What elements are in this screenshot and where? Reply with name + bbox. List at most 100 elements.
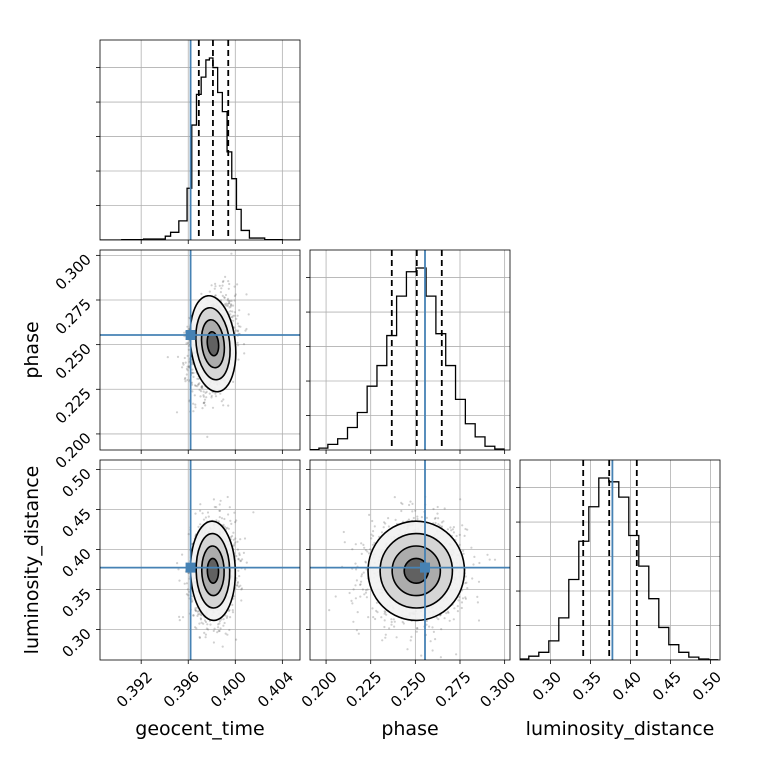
contour-1 (379, 532, 454, 609)
scatter-point (365, 589, 368, 592)
scatter-point (236, 322, 239, 325)
scatter-point (247, 313, 250, 316)
scatter-point (433, 517, 436, 520)
scatter-point (380, 616, 383, 619)
x-tick-label-geocent_time: 0.396 (160, 668, 203, 711)
y-tick-label-phase: 0.275 (52, 295, 95, 338)
scatter-point (195, 627, 198, 630)
scatter-point (212, 629, 215, 633)
scatter-point (201, 407, 204, 410)
contour-3 (206, 557, 220, 584)
contour-3 (206, 330, 220, 357)
scatter-point (437, 523, 440, 526)
scatter-point (235, 555, 238, 558)
scatter-point (227, 302, 231, 305)
scatter-point (237, 344, 240, 347)
scatter-point (192, 410, 195, 413)
scatter-point (447, 611, 450, 614)
scatter-point (448, 619, 451, 622)
scatter-point (376, 611, 379, 614)
histogram-luminosity_distance (520, 477, 719, 660)
scatter-point (205, 390, 208, 393)
scatter-point (225, 527, 228, 530)
scatter-point (334, 595, 337, 598)
scatter-point (383, 619, 386, 622)
scatter-point (214, 392, 217, 395)
scatter-point (222, 279, 225, 283)
scatter-point (370, 537, 373, 540)
scatter-point (231, 611, 235, 614)
scatter-point (199, 618, 203, 621)
scatter-point (201, 512, 204, 515)
density-level-3 (207, 558, 219, 584)
scatter-point (493, 558, 497, 561)
scatter-point (228, 300, 231, 303)
scatter-point (443, 617, 446, 620)
scatter-point (178, 615, 181, 619)
scatter-point (201, 387, 204, 390)
scatter-point (194, 608, 197, 611)
scatter-point (227, 527, 230, 530)
scatter-point (354, 543, 357, 546)
scatter-point (384, 522, 387, 525)
scatter-point (408, 503, 411, 507)
scatter-point (383, 625, 386, 629)
contour-1 (195, 306, 231, 381)
scatter-point (238, 575, 241, 578)
scatter-point (208, 392, 211, 395)
scatter-point (224, 293, 228, 297)
scatter-point (235, 584, 238, 587)
y-tick-label-luminosity_distance: 0.30 (58, 625, 94, 661)
scatter-point (177, 568, 180, 571)
panel-frame (99, 459, 301, 661)
scatter-point (203, 631, 206, 635)
scatter-point (205, 396, 208, 399)
scatter-point (219, 392, 222, 395)
scatter-point (218, 629, 221, 633)
scatter-point (252, 511, 255, 514)
scatter-point (237, 585, 240, 588)
scatter-point (440, 628, 443, 631)
scatter-point (452, 618, 455, 621)
scatter-point (225, 302, 228, 305)
scatter-point (367, 616, 370, 619)
panel-frame (99, 39, 301, 241)
scatter-point (200, 386, 203, 389)
scatter-point (207, 515, 210, 518)
scatter-point (460, 606, 463, 610)
scatter-point (200, 621, 203, 624)
scatter-point (219, 291, 222, 294)
scatter-point (235, 317, 238, 320)
scatter-point (229, 536, 232, 539)
scatter-point (232, 380, 235, 383)
scatter-point (222, 523, 225, 527)
scatter-point (464, 527, 467, 531)
scatter-point (363, 593, 366, 596)
scatter-point (194, 609, 198, 613)
scatter-point (440, 525, 444, 528)
scatter-point (383, 612, 386, 615)
scatter-point (228, 506, 231, 509)
scatter-point (438, 524, 442, 527)
scatter-point (220, 287, 223, 290)
scatter-point (232, 319, 235, 322)
scatter-point (210, 396, 213, 399)
scatter-point (372, 534, 375, 538)
scatter-point (462, 552, 465, 555)
scatter-point (206, 623, 209, 626)
scatter-point (201, 384, 204, 388)
scatter-point (218, 516, 221, 519)
scatter-point (232, 314, 235, 317)
scatter-point (439, 656, 442, 659)
scatter-point (194, 626, 197, 629)
scatter-point (231, 609, 234, 612)
panel-frame (309, 249, 511, 451)
scatter-point (224, 275, 227, 278)
scatter-point (226, 304, 229, 307)
scatter-point (215, 519, 218, 522)
scatter-point (237, 329, 240, 332)
y-tick-label-luminosity_distance: 0.35 (58, 585, 94, 621)
scatter-point (194, 607, 197, 610)
x-tick-label-luminosity_distance: 0.50 (689, 668, 725, 704)
